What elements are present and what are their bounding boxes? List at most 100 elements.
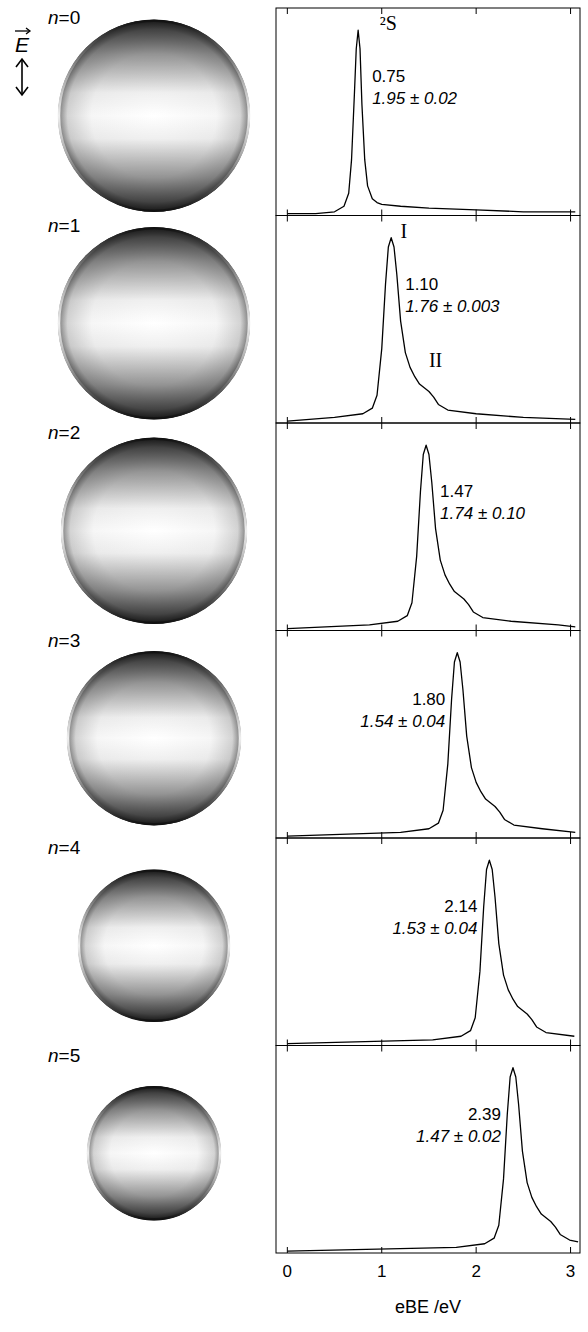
photoelectron-image <box>58 227 250 419</box>
x-tick <box>476 8 477 14</box>
photoelectron-image-anisotropy <box>58 20 250 212</box>
x-tick <box>570 8 571 14</box>
x-tick <box>570 1040 571 1046</box>
photoelectron-image-rim <box>79 871 229 1021</box>
spectrum-line <box>287 860 574 1043</box>
panel: n=50123eBE /eV2.391.47 ± 0.02 <box>48 1045 580 1318</box>
panel-label: n=2 <box>48 422 80 443</box>
panel-label: n=3 <box>48 630 80 651</box>
spectrum-line <box>287 653 575 836</box>
data-group <box>287 860 574 1043</box>
x-tick <box>381 838 382 844</box>
plot-frame <box>276 8 580 216</box>
x-tick <box>381 1046 382 1052</box>
photoelectron-image-anisotropy <box>67 651 241 825</box>
x-tick <box>381 1247 382 1253</box>
x-tick <box>381 417 382 423</box>
beta-label: 1.47 ± 0.02 <box>416 1127 501 1146</box>
panel-label-part: =1 <box>59 215 81 236</box>
panel-label: n=5 <box>48 1045 80 1066</box>
polarization-label: E <box>15 33 30 56</box>
x-tick <box>570 417 571 423</box>
panel-label: n=1 <box>48 215 80 236</box>
data-group <box>287 30 575 213</box>
panel-label: n=4 <box>48 837 81 858</box>
panel-label-part: n <box>48 215 59 236</box>
beta-label: 1.53 ± 0.04 <box>392 919 477 938</box>
spectrum-line <box>287 1068 578 1251</box>
photoelectron-image <box>61 438 247 624</box>
panel-label-part: n <box>48 630 59 651</box>
x-tick <box>476 216 477 222</box>
peak-position-label: 1.80 <box>412 690 445 709</box>
x-tick <box>287 832 288 838</box>
spectrum-line <box>287 445 575 628</box>
panel: n=31.801.54 ± 0.04 <box>48 630 580 839</box>
spectrum-line <box>287 30 575 213</box>
x-tick-label: 3 <box>566 1262 575 1281</box>
x-tick <box>570 1247 571 1253</box>
x-tick <box>476 1040 477 1046</box>
vector-head <box>26 28 30 34</box>
photoelectron-image <box>58 20 250 212</box>
x-tick <box>381 1040 382 1046</box>
panel: n=4 2.14 1.53 ± 0.04 <box>48 837 580 1046</box>
panel: n=2 1.47 1.74 ± 0.10 <box>48 422 580 631</box>
panel-label-part: n <box>48 1045 59 1066</box>
data-group <box>287 653 575 836</box>
panel-label-part: =0 <box>59 7 81 28</box>
x-tick <box>287 216 288 222</box>
x-tick <box>287 625 288 631</box>
vector-bar <box>15 30 29 31</box>
figure: En=00.751.95 ± 0.02²Sn=11.101.76 ± 0.003… <box>0 0 588 1332</box>
x-tick <box>381 423 382 429</box>
x-tick <box>381 631 382 637</box>
plot-frame <box>276 1046 580 1254</box>
x-tick <box>476 417 477 423</box>
x-tick-label: 1 <box>377 1262 386 1281</box>
polarization-arrow <box>21 60 23 94</box>
photoelectron-image-rim <box>59 228 249 418</box>
x-axis-title: eBE /eV <box>395 1297 461 1317</box>
state-label: I <box>401 220 408 242</box>
photoelectron-image <box>78 870 230 1022</box>
x-tick <box>476 1046 477 1052</box>
x-tick <box>476 1247 477 1253</box>
panel-label-part: =4 <box>59 837 81 858</box>
x-tick <box>381 210 382 216</box>
plot-frame <box>276 838 580 1046</box>
spectrum-line <box>287 238 575 421</box>
x-tick <box>287 210 288 216</box>
x-tick <box>287 1247 288 1253</box>
peak-position-label: 2.14 <box>444 897 477 916</box>
data-group <box>287 1068 578 1251</box>
peak-position-label: 1.10 <box>405 275 438 294</box>
x-tick <box>570 216 571 222</box>
x-tick <box>287 8 288 14</box>
photoelectron-image-rim <box>88 1087 220 1219</box>
x-tick <box>381 216 382 222</box>
data-group <box>287 445 575 628</box>
x-tick <box>287 631 288 637</box>
panel-label-part: n <box>48 837 59 858</box>
panel-label-part: n <box>48 7 59 28</box>
x-tick <box>570 210 571 216</box>
data-group <box>287 238 575 421</box>
photoelectron-image-anisotropy <box>78 870 230 1022</box>
x-tick <box>476 832 477 838</box>
x-tick <box>476 631 477 637</box>
photoelectron-image-anisotropy <box>61 438 247 624</box>
photoelectron-image <box>87 1086 221 1220</box>
x-tick <box>570 832 571 838</box>
x-tick <box>381 625 382 631</box>
x-tick <box>287 1046 288 1052</box>
arrow-head <box>16 59 28 95</box>
beta-label: 1.74 ± 0.10 <box>440 504 525 523</box>
x-tick <box>570 1046 571 1052</box>
peak-position-label: 1.47 <box>440 482 473 501</box>
plot-frame <box>276 423 580 631</box>
panel-label-part: =3 <box>59 630 81 651</box>
state-label: II <box>429 349 442 371</box>
x-tick-label: 0 <box>283 1262 292 1281</box>
photoelectron-image-anisotropy <box>58 227 250 419</box>
